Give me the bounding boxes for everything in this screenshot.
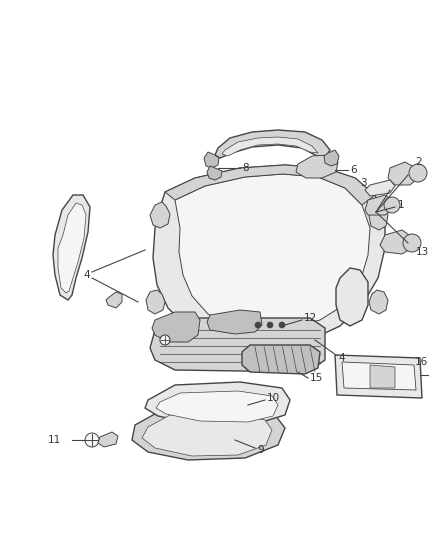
Polygon shape: [165, 165, 375, 205]
Polygon shape: [175, 174, 370, 330]
Polygon shape: [106, 292, 122, 308]
Polygon shape: [370, 365, 395, 388]
Polygon shape: [365, 180, 395, 196]
Polygon shape: [222, 137, 318, 156]
Polygon shape: [204, 152, 219, 168]
Polygon shape: [242, 345, 320, 374]
Text: 3: 3: [360, 178, 367, 188]
Circle shape: [409, 164, 427, 182]
Text: 13: 13: [416, 247, 429, 257]
Polygon shape: [150, 202, 170, 228]
Polygon shape: [156, 391, 278, 422]
Polygon shape: [153, 165, 385, 348]
Polygon shape: [336, 268, 368, 326]
Polygon shape: [369, 200, 388, 230]
Polygon shape: [207, 166, 222, 180]
Polygon shape: [335, 355, 422, 398]
Text: 10: 10: [267, 393, 280, 403]
Circle shape: [403, 234, 421, 252]
Text: 1: 1: [398, 200, 405, 210]
Polygon shape: [324, 150, 339, 166]
Circle shape: [267, 322, 273, 328]
Text: 4: 4: [338, 353, 345, 363]
Circle shape: [160, 335, 170, 345]
Text: 16: 16: [415, 357, 428, 367]
Polygon shape: [150, 318, 325, 372]
Text: 6: 6: [350, 165, 357, 175]
Polygon shape: [145, 382, 290, 424]
Polygon shape: [132, 408, 285, 460]
Text: 15: 15: [310, 373, 323, 383]
Polygon shape: [53, 195, 90, 300]
Polygon shape: [152, 312, 200, 342]
Polygon shape: [215, 130, 330, 158]
Polygon shape: [342, 362, 416, 390]
Polygon shape: [296, 155, 338, 178]
Circle shape: [255, 322, 261, 328]
Polygon shape: [388, 162, 418, 185]
Circle shape: [279, 322, 285, 328]
Polygon shape: [98, 432, 118, 447]
Circle shape: [384, 197, 400, 213]
Polygon shape: [142, 413, 272, 456]
Polygon shape: [365, 195, 392, 215]
Polygon shape: [58, 203, 86, 293]
Polygon shape: [207, 310, 262, 334]
Polygon shape: [369, 290, 388, 314]
Polygon shape: [380, 230, 412, 254]
Text: 11: 11: [48, 435, 61, 445]
Text: 9: 9: [257, 445, 264, 455]
Polygon shape: [146, 290, 165, 314]
Text: 4: 4: [83, 270, 90, 280]
Text: 8: 8: [242, 163, 249, 173]
Circle shape: [85, 433, 99, 447]
Text: 2: 2: [415, 157, 422, 167]
Text: 12: 12: [304, 313, 317, 323]
